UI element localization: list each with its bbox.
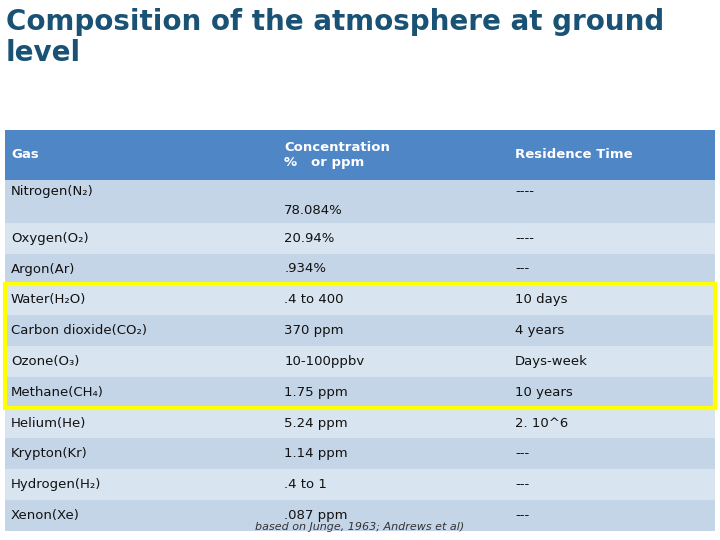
- Text: based on Junge, 1963; Andrews et al): based on Junge, 1963; Andrews et al): [256, 522, 464, 532]
- Bar: [279, 438, 509, 469]
- Text: .4 to 400: .4 to 400: [284, 293, 344, 306]
- Text: 1.75 ppm: 1.75 ppm: [284, 386, 348, 399]
- Text: Concentration
%   or ppm: Concentration % or ppm: [284, 141, 390, 169]
- Text: Nitrogen(N₂): Nitrogen(N₂): [11, 185, 94, 199]
- Bar: [509, 180, 715, 223]
- Bar: [509, 315, 715, 346]
- Text: .4 to 1: .4 to 1: [284, 478, 327, 491]
- Text: ---: ---: [515, 447, 529, 460]
- Bar: [509, 130, 715, 180]
- Text: Krypton(Kr): Krypton(Kr): [11, 447, 88, 460]
- Bar: [5, 180, 279, 223]
- Bar: [5, 285, 715, 408]
- Text: Carbon dioxide(CO₂): Carbon dioxide(CO₂): [11, 324, 147, 337]
- Bar: [5, 408, 279, 438]
- Bar: [5, 315, 279, 346]
- Bar: [509, 500, 715, 531]
- Bar: [5, 130, 279, 180]
- Bar: [509, 377, 715, 408]
- Bar: [5, 469, 279, 500]
- Text: Composition of the atmosphere at ground
level: Composition of the atmosphere at ground …: [6, 8, 665, 68]
- Text: ---: ---: [515, 509, 529, 522]
- Text: Argon(Ar): Argon(Ar): [11, 262, 76, 275]
- Bar: [279, 223, 509, 254]
- Text: ----: ----: [515, 185, 534, 199]
- Text: 78.084%: 78.084%: [284, 204, 343, 217]
- Bar: [279, 130, 509, 180]
- Text: 1.14 ppm: 1.14 ppm: [284, 447, 348, 460]
- Bar: [5, 285, 279, 315]
- Bar: [5, 223, 279, 254]
- Text: 10 years: 10 years: [515, 386, 573, 399]
- Text: ---: ---: [515, 262, 529, 275]
- Bar: [279, 469, 509, 500]
- Bar: [279, 408, 509, 438]
- Text: Residence Time: Residence Time: [515, 148, 633, 161]
- Text: 20.94%: 20.94%: [284, 232, 335, 245]
- Text: 2. 10^6: 2. 10^6: [515, 416, 568, 429]
- Text: 10-100ppbv: 10-100ppbv: [284, 355, 364, 368]
- Bar: [279, 315, 509, 346]
- Bar: [5, 346, 279, 377]
- Text: .087 ppm: .087 ppm: [284, 509, 348, 522]
- Bar: [279, 254, 509, 285]
- Bar: [279, 285, 509, 315]
- Text: Helium(He): Helium(He): [11, 416, 86, 429]
- Bar: [279, 377, 509, 408]
- Text: Methane(CH₄): Methane(CH₄): [11, 386, 104, 399]
- Bar: [5, 500, 279, 531]
- Text: .934%: .934%: [284, 262, 326, 275]
- Text: 370 ppm: 370 ppm: [284, 324, 344, 337]
- Bar: [509, 223, 715, 254]
- Text: Xenon(Xe): Xenon(Xe): [11, 509, 80, 522]
- Bar: [509, 346, 715, 377]
- Bar: [279, 500, 509, 531]
- Text: 4 years: 4 years: [515, 324, 564, 337]
- Bar: [509, 469, 715, 500]
- Text: ---: ---: [515, 478, 529, 491]
- Text: Water(H₂O): Water(H₂O): [11, 293, 86, 306]
- Bar: [509, 285, 715, 315]
- Text: Ozone(O₃): Ozone(O₃): [11, 355, 79, 368]
- Bar: [5, 254, 279, 285]
- Bar: [279, 180, 509, 223]
- Bar: [279, 346, 509, 377]
- Bar: [5, 438, 279, 469]
- Text: 5.24 ppm: 5.24 ppm: [284, 416, 348, 429]
- Bar: [509, 438, 715, 469]
- Text: 10 days: 10 days: [515, 293, 567, 306]
- Text: ----: ----: [515, 232, 534, 245]
- Bar: [509, 408, 715, 438]
- Bar: [5, 377, 279, 408]
- Text: Oxygen(O₂): Oxygen(O₂): [11, 232, 89, 245]
- Text: Gas: Gas: [11, 148, 39, 161]
- Text: Days-week: Days-week: [515, 355, 588, 368]
- Text: Hydrogen(H₂): Hydrogen(H₂): [11, 478, 102, 491]
- Bar: [509, 254, 715, 285]
